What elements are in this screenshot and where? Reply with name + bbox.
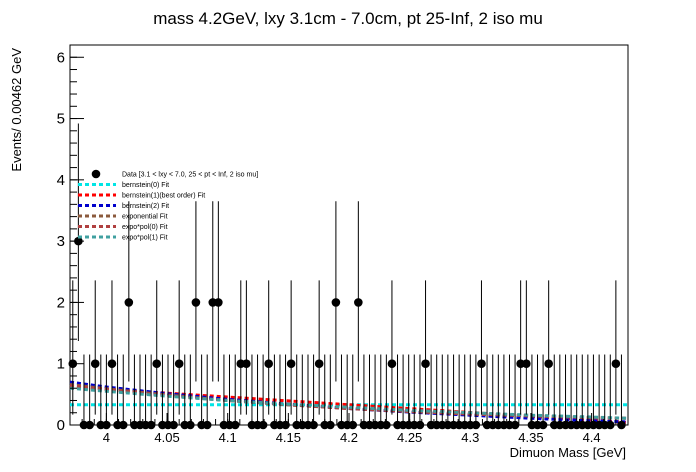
legend-label-5: expo*pol(1) Fit	[122, 235, 168, 242]
fit-curve-4	[69, 384, 629, 420]
x-tick-label: 4.1	[219, 430, 237, 445]
data-point	[522, 359, 531, 369]
data-point	[281, 420, 290, 430]
data-point	[258, 420, 268, 430]
data-point	[186, 420, 195, 430]
data-point	[314, 359, 324, 369]
fit-curve-5	[69, 386, 629, 420]
data-point	[348, 420, 358, 430]
x-tick-label: 4.3	[461, 430, 479, 445]
data-point	[387, 359, 397, 369]
chart-title: mass 4.2GeV, lxy 3.1cm - 7.0cm, pt 25-In…	[153, 9, 543, 28]
data-point	[415, 420, 425, 430]
data-point	[309, 420, 318, 430]
y-tick-label: 1	[57, 356, 65, 373]
y-tick-label: 2	[57, 294, 65, 311]
x-axis: 4 4.05 4.1 4.15 4.2 4.25 4.3 4.35 4.4	[69, 413, 629, 445]
data-point	[191, 298, 201, 307]
y-tick-label: 4	[57, 172, 65, 189]
data-point	[202, 420, 212, 430]
data-point	[85, 420, 94, 430]
data-point	[510, 420, 520, 430]
data-point	[326, 420, 335, 430]
x-tick-label: 4.35	[518, 430, 543, 445]
legend-label-2: bernstein(2) Fit	[122, 203, 169, 210]
y-axis-label: Events/ 0.00462 GeV	[9, 48, 24, 172]
data-point	[286, 359, 296, 369]
x-tick-label: 4.4	[583, 430, 601, 445]
data-point	[617, 420, 626, 430]
x-tick-label: 4.2	[340, 430, 358, 445]
x-tick-label: 4.05	[154, 430, 179, 445]
data-point	[146, 420, 156, 430]
data-point	[605, 420, 615, 430]
data-point	[107, 359, 117, 369]
data-point	[611, 359, 621, 369]
data-point	[477, 359, 486, 369]
x-tick-label: 4.15	[276, 430, 301, 445]
legend-label-3: exponential Fit	[122, 214, 168, 221]
data-point	[382, 420, 391, 430]
data-point	[124, 298, 134, 307]
data-point	[354, 298, 363, 307]
data-point	[118, 420, 128, 430]
data-point	[264, 359, 273, 369]
data-point	[331, 298, 341, 307]
data-point	[174, 359, 184, 369]
y-tick-label: 5	[57, 111, 65, 128]
data-point	[471, 420, 481, 430]
data-point	[230, 420, 240, 430]
data-point	[152, 359, 162, 369]
y-axis: 0 1 2 3 4 5 6	[57, 49, 84, 434]
y-tick-label: 6	[57, 49, 65, 66]
x-tick-label: 4.25	[397, 430, 422, 445]
data-point	[169, 420, 178, 430]
data-point	[90, 359, 100, 369]
legend-label-0: bernstein(0) Fit	[122, 182, 169, 189]
x-tick-label: 4	[103, 430, 110, 445]
error-bars	[69, 123, 625, 426]
legend: Data [3.1 < lxy < 7.0, 25 < pt < Inf, 2 …	[78, 169, 258, 242]
fit-curves	[69, 380, 629, 424]
x-axis-label: Dimuon Mass [GeV]	[510, 445, 626, 460]
y-tick-label: 3	[57, 233, 65, 250]
data-point	[214, 298, 223, 307]
data-point	[421, 359, 430, 369]
legend-label-4: expo*pol(0) Fit	[122, 224, 168, 231]
legend-data-marker	[91, 169, 101, 179]
data-point	[242, 359, 251, 369]
data-point	[544, 359, 553, 369]
legend-label-1: bernstein(1)(best order) Fit	[122, 193, 205, 200]
data-points	[68, 236, 626, 430]
legend-label-data: Data [3.1 < lxy < 7.0, 25 < pt < Inf, 2 …	[122, 172, 258, 179]
y-tick-label: 0	[57, 417, 65, 434]
